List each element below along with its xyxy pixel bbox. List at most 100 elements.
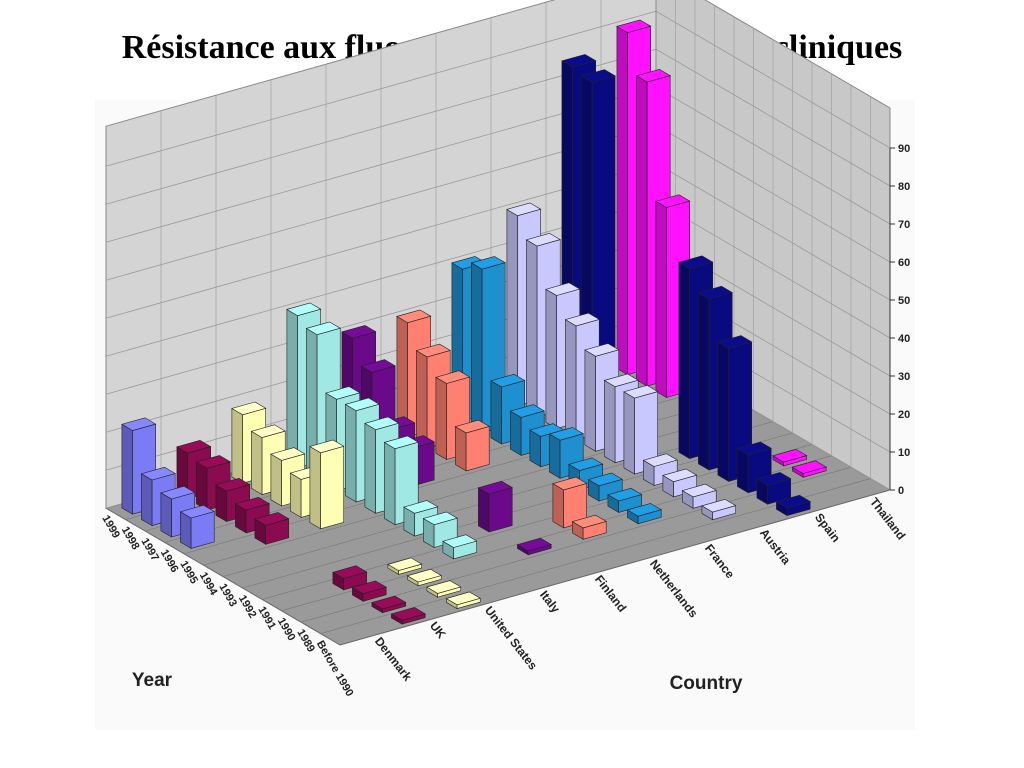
bar-top [332,565,368,579]
bar-top [234,496,270,511]
bar-top [250,424,286,438]
bar [254,512,290,545]
bar-top [564,312,600,327]
bar-face [121,423,133,515]
bar-top [756,472,792,486]
bar-top [390,607,426,621]
bar [607,487,643,513]
bar-top [490,373,526,388]
bar-face [655,200,667,399]
bar-top [121,417,157,431]
bar-top [360,359,396,373]
bar [775,494,811,517]
bar-top [351,580,387,595]
bar-top [195,455,231,469]
bar-top [584,343,620,357]
bar-face [510,410,522,456]
bar [179,504,215,549]
y-tick-label: 0 [898,485,904,497]
bar-top [179,504,215,519]
bar-top [477,480,513,495]
bar [351,580,387,602]
bar-top [396,309,432,324]
bar-top [548,427,584,441]
bar-face [616,25,628,376]
bar-face [526,239,538,418]
bar-face [488,487,513,533]
bar-top [415,343,451,358]
bar-face [435,376,447,461]
bar-face [604,379,616,464]
bar-top [341,325,377,339]
y-tick-label: 80 [898,181,910,193]
bar-top [571,514,607,529]
bar-face [545,288,557,430]
bar-top [506,202,542,217]
bar-face [465,426,490,472]
bar-top [587,472,623,487]
bar-top [655,194,691,208]
bar-face [471,262,483,434]
bar-face [678,261,690,460]
bar-top [254,512,290,526]
bar-face [384,441,396,526]
bar-top [603,373,639,388]
bar-face [196,461,208,511]
bar-top [364,416,400,431]
grid-line [105,10,891,167]
bar-top [626,503,662,517]
bar [626,503,662,525]
bar-face [290,472,302,518]
bar-top [701,498,737,513]
series-axis-title: Country [670,673,743,694]
bar-top [607,487,643,502]
bar [140,466,176,527]
bar-top [772,448,808,463]
bar-face [584,349,596,452]
bar-face [231,407,243,484]
bar-face [565,319,577,441]
bar-face [309,445,321,530]
bar-top [568,457,604,471]
bar-top [309,439,345,454]
bar-face [623,391,635,475]
bar-face [364,422,376,514]
bar-top [791,460,827,474]
bar-top [435,370,471,384]
bar-top [160,485,196,500]
bar-face [345,403,357,503]
bar [454,419,490,472]
bar-top [545,282,581,296]
bar-face [717,341,729,482]
bar [791,460,827,478]
bar-top [325,386,361,400]
bar-face [455,426,467,472]
y-tick-label: 70 [898,219,910,231]
bar-top [552,476,588,491]
bar-top [426,580,462,594]
bar [332,565,368,591]
bar-top [344,397,380,412]
bar [477,480,513,533]
bar-face [320,445,345,530]
bar [772,448,808,467]
y-tick-label: 50 [898,295,910,307]
bar-face [286,308,298,469]
bar-face [160,492,172,538]
bar-top [635,68,671,83]
bar-top [270,447,306,461]
bar-top [775,494,811,509]
bar-top [286,302,322,317]
bar [623,384,659,475]
bar-face [549,433,561,479]
bar [383,435,419,526]
bar-top [678,255,714,269]
bar [445,591,481,610]
bar [406,568,442,587]
bar [309,439,345,530]
bar-face [141,473,153,527]
bar-face [416,350,428,449]
bar-top [422,511,458,526]
grid-line [105,48,891,205]
bar-top [561,54,597,68]
